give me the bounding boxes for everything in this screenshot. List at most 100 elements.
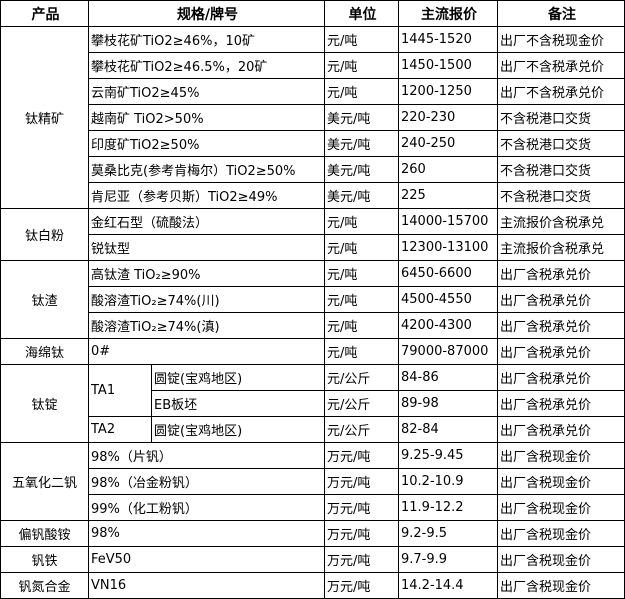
- note-cell: 出厂含税承兑价: [497, 390, 625, 417]
- unit-cell: 美元/吨: [324, 156, 399, 183]
- price-cell: 14.2-14.4: [398, 572, 498, 599]
- price-cell: 6450-6600: [398, 260, 498, 287]
- note-cell: 出厂不含税承兑价: [497, 52, 625, 79]
- price-cell: 84-86: [398, 364, 498, 391]
- spec-cell: 莫桑比克(参考肯梅尔）TiO2≥50%: [88, 156, 325, 183]
- product-cell: 钒氮合金: [0, 572, 89, 599]
- unit-cell: 元/吨: [324, 26, 399, 53]
- unit-cell: 美元/吨: [324, 182, 399, 209]
- spec-cell: 高钛渣 TiO₂≥90%: [88, 260, 325, 287]
- unit-cell: 美元/吨: [324, 130, 399, 157]
- unit-cell: 元/吨: [324, 286, 399, 313]
- grade-cell: TA1: [88, 364, 152, 417]
- note-cell: 出厂含税承兑价: [497, 416, 625, 443]
- table-row: 锐钛型 元/吨 12300-13100 主流报价含税承兑: [1, 234, 625, 261]
- price-cell: 4200-4300: [398, 312, 498, 339]
- note-cell: 出厂含税现金价: [497, 468, 625, 495]
- note-cell: 出厂含税承兑价: [497, 312, 625, 339]
- note-cell: 不含税港口交货: [497, 104, 625, 131]
- price-cell: 1445-1520: [398, 26, 498, 53]
- note-cell: 出厂不含税现金价: [497, 26, 625, 53]
- note-cell: 出厂含税现金价: [497, 546, 625, 573]
- table-row: 莫桑比克(参考肯梅尔）TiO2≥50% 美元/吨 260 不含税港口交货: [1, 156, 625, 183]
- unit-cell: 元/吨: [324, 234, 399, 261]
- unit-cell: 元/吨: [324, 338, 399, 365]
- unit-cell: 万元/吨: [324, 468, 399, 495]
- table-row: 攀枝花矿TiO2≥46.5%，20矿 元/吨 1450-1500 出厂不含税承兑价: [1, 52, 625, 79]
- table-row: 肯尼亚（参考贝斯）TiO2≥49% 美元/吨 225 不含税港口交货: [1, 182, 625, 209]
- note-cell: 主流报价含税承兑: [497, 208, 625, 235]
- table-row: 钒氮合金 VN16 万元/吨 14.2-14.4 出厂含税现金价: [0, 572, 625, 599]
- price-cell: 220-230: [398, 104, 498, 131]
- table-row: 印度矿TiO2≥50% 美元/吨 240-250 不含税港口交货: [1, 130, 625, 157]
- table-row: 钛渣 高钛渣 TiO₂≥90% 元/吨 6450-6600 出厂含税承兑价: [0, 260, 625, 339]
- unit-cell: 万元/吨: [324, 572, 399, 599]
- price-cell: 260: [398, 156, 498, 183]
- product-cell: 钛渣: [0, 260, 89, 339]
- spec-cell: 肯尼亚（参考贝斯）TiO2≥49%: [88, 182, 325, 209]
- spec-cell: 云南矿TiO2≥45%: [88, 78, 325, 105]
- unit-cell: 万元/吨: [324, 520, 399, 547]
- header-spec: 规格/牌号: [88, 0, 325, 27]
- unit-cell: 元/公斤: [324, 364, 399, 391]
- spec-cell: 98%: [88, 520, 325, 547]
- table-row: 酸溶渣TiO₂≥74%(滇) 元/吨 4200-4300 出厂含税承兑价: [1, 312, 625, 339]
- table-row: 云南矿TiO2≥45% 元/吨 1200-1250 出厂不含税承兑价: [1, 78, 625, 105]
- product-cell: 钛白粉: [0, 208, 89, 261]
- table-row: 偏钒酸铵 98% 万元/吨 9.2-9.5 出厂含税现金价: [0, 520, 625, 547]
- price-cell: 82-84: [398, 416, 498, 443]
- table-row: 98%（冶金粉钒） 万元/吨 10.2-10.9 出厂含税现金价: [1, 468, 625, 495]
- unit-cell: 元/公斤: [324, 416, 399, 443]
- price-cell: 79000-87000: [398, 338, 498, 365]
- spec-cell: 锐钛型: [88, 234, 325, 261]
- unit-cell: 元/吨: [324, 208, 399, 235]
- note-cell: 出厂含税承兑价: [497, 364, 625, 391]
- header-note: 备注: [497, 0, 625, 27]
- price-cell: 4500-4550: [398, 286, 498, 313]
- header-unit: 单位: [324, 0, 399, 27]
- product-cell: 五氧化二钒: [0, 442, 89, 521]
- spec-cell: 攀枝花矿TiO2≥46.5%，20矿: [88, 52, 325, 79]
- note-cell: 出厂含税现金价: [497, 494, 625, 521]
- note-cell: 不含税港口交货: [497, 156, 625, 183]
- price-cell: 89-98: [398, 390, 498, 417]
- price-cell: 11.9-12.2: [398, 494, 498, 521]
- spec-cell: 0#: [88, 338, 325, 365]
- price-cell: 1450-1500: [398, 52, 498, 79]
- product-cell: 钛锭: [0, 364, 89, 443]
- product-cell: 海绵钛: [0, 338, 89, 365]
- spec-cell: 印度矿TiO2≥50%: [88, 130, 325, 157]
- note-cell: 出厂含税承兑价: [497, 260, 625, 287]
- spec-cell: FeV50: [88, 546, 325, 573]
- spec-cell: 攀枝花矿TiO2≥46%，10矿: [88, 26, 325, 53]
- note-cell: 出厂含税承兑价: [497, 286, 625, 313]
- header-row: 产品 规格/牌号 单位 主流报价 备注: [0, 0, 625, 27]
- table-row: EB板坯 元/公斤 89-98 出厂含税承兑价: [1, 390, 625, 417]
- table-row: 五氧化二钒 98%（片钒） 万元/吨 9.25-9.45 出厂含税现金价: [0, 442, 625, 521]
- table-row: 越南矿 TiO2>50% 美元/吨 220-230 不含税港口交货: [1, 104, 625, 131]
- price-cell: 1200-1250: [398, 78, 498, 105]
- note-cell: 出厂含税承兑价: [497, 338, 625, 365]
- note-cell: 主流报价含税承兑: [497, 234, 625, 261]
- grade-cell: TA2: [88, 416, 152, 443]
- product-cell: 偏钒酸铵: [0, 520, 89, 547]
- unit-cell: 美元/吨: [324, 104, 399, 131]
- spec-cell: 酸溶渣TiO₂≥74%(川): [88, 286, 325, 313]
- spec-cell: 酸溶渣TiO₂≥74%(滇): [88, 312, 325, 339]
- spec-cell: 99%（化工粉钒）: [88, 494, 325, 521]
- spec-cell: 98%（冶金粉钒）: [88, 468, 325, 495]
- price-cell: 9.25-9.45: [398, 442, 498, 469]
- table-row: 钒铁 FeV50 万元/吨 9.7-9.9 出厂含税现金价: [0, 546, 625, 573]
- price-cell: 9.7-9.9: [398, 546, 498, 573]
- header-price: 主流报价: [398, 0, 498, 27]
- table-row: 钛白粉 金红石型（硫酸法） 元/吨 14000-15700 主流报价含税承兑: [0, 208, 625, 261]
- price-cell: 240-250: [398, 130, 498, 157]
- note-cell: 出厂含税现金价: [497, 572, 625, 599]
- price-cell: 9.2-9.5: [398, 520, 498, 547]
- unit-cell: 元/公斤: [324, 390, 399, 417]
- note-cell: 出厂含税现金价: [497, 442, 625, 469]
- unit-cell: 元/吨: [324, 312, 399, 339]
- price-cell: 225: [398, 182, 498, 209]
- spec-cell: EB板坯: [151, 390, 325, 417]
